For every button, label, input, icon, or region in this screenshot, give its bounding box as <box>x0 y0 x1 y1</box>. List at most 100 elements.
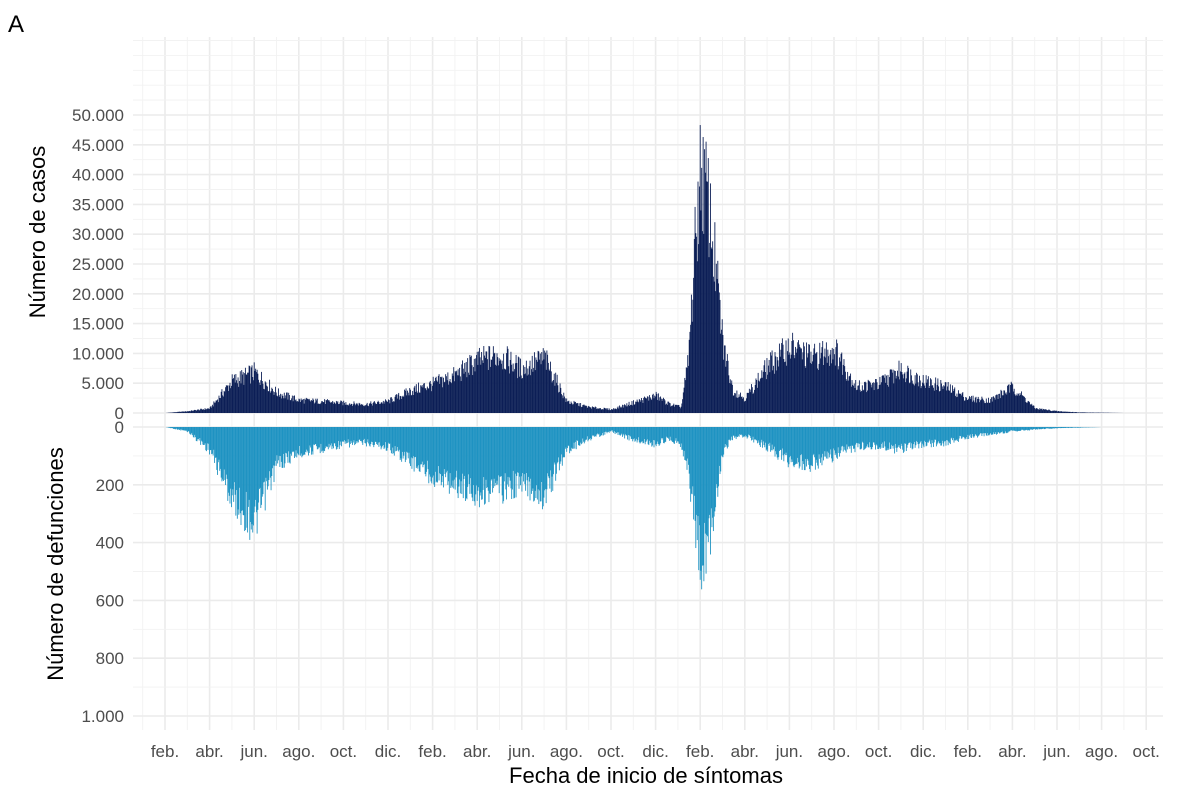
deaths-bar <box>577 427 579 441</box>
deaths-bar <box>966 427 967 438</box>
cases-bar <box>183 411 185 413</box>
deaths-bar <box>196 427 198 442</box>
deaths-bar <box>575 427 576 442</box>
deaths-bar <box>217 427 219 463</box>
cases-bar <box>870 384 872 413</box>
deaths-bar <box>690 427 692 494</box>
cases-bar <box>200 408 202 413</box>
deaths-bar <box>371 427 373 443</box>
top-panel-grid <box>133 37 1163 425</box>
deaths-bar <box>229 427 231 504</box>
cases-bar <box>274 392 276 413</box>
cases-bar <box>434 381 436 413</box>
deaths-bar <box>436 427 438 482</box>
cases-bar <box>676 404 678 413</box>
cases-bar <box>176 412 178 413</box>
deaths-bar <box>309 427 311 446</box>
cases-bar <box>192 410 194 413</box>
deaths-bar <box>174 427 176 430</box>
cases-bar <box>199 409 201 413</box>
deaths-bar <box>771 427 773 445</box>
cases-bar <box>1000 389 1002 413</box>
cases-bar <box>974 402 975 413</box>
deaths-bar <box>943 427 945 447</box>
cases-bar <box>986 402 988 413</box>
cases-bar <box>934 383 936 413</box>
cases-bar <box>553 380 554 413</box>
deaths-bar <box>247 427 249 507</box>
x-tick-label: feb. <box>418 742 446 761</box>
cases-bar <box>193 410 195 413</box>
cases-bar <box>803 342 805 413</box>
cases-bar <box>487 359 488 413</box>
cases-bar <box>187 411 189 413</box>
deaths-bar <box>272 427 273 469</box>
cases-bar <box>356 402 358 413</box>
cases-bar <box>236 383 238 413</box>
cases-bar <box>608 410 609 413</box>
cases-bar <box>472 375 474 413</box>
cases-bar <box>1056 410 1058 413</box>
deaths-bar <box>616 427 618 433</box>
deaths-bar <box>695 427 697 549</box>
cases-bar <box>1052 410 1054 413</box>
deaths-bar <box>1059 427 1061 428</box>
deaths-bar <box>896 427 898 452</box>
cases-bar <box>526 375 528 413</box>
cases-bar <box>602 409 604 413</box>
deaths-bar <box>708 427 710 519</box>
deaths-bar <box>488 427 490 503</box>
deaths-bar <box>907 427 909 445</box>
cases-bar <box>573 400 575 413</box>
cases-bar <box>789 358 791 413</box>
deaths-bar <box>244 427 246 532</box>
deaths-bar <box>551 427 553 477</box>
cases-bar <box>593 407 595 413</box>
cases-bar <box>687 355 689 413</box>
cases-bar <box>1024 397 1026 413</box>
deaths-bar <box>242 427 244 516</box>
deaths-bar <box>454 427 456 490</box>
deaths-bar <box>988 427 990 436</box>
deaths-bar <box>960 427 962 439</box>
deaths-bar <box>623 427 625 436</box>
deaths-bar <box>233 427 235 502</box>
cases-bar <box>944 382 946 413</box>
cases-bar <box>247 372 249 413</box>
cases-bar <box>454 381 455 413</box>
cases-bar <box>1057 411 1059 413</box>
cases-bar <box>627 404 629 413</box>
cases-bar <box>997 399 999 413</box>
cases-bar <box>967 399 969 413</box>
deaths-bar <box>998 427 1000 433</box>
cases-bar <box>518 357 520 413</box>
deaths-bar <box>996 427 998 435</box>
deaths-bar <box>360 427 362 441</box>
deaths-bar <box>418 427 420 472</box>
cases-bar <box>791 340 793 413</box>
deaths-bar <box>812 427 814 456</box>
cases-bar <box>347 404 349 413</box>
deaths-bar <box>845 427 847 453</box>
deaths-bar <box>1011 427 1013 431</box>
deaths-bar <box>959 427 961 436</box>
deaths-bar <box>800 427 802 455</box>
cases-bar <box>269 392 271 413</box>
deaths-bar <box>521 427 523 492</box>
deaths-bar <box>889 427 890 443</box>
top-y-tick-label: 10.000 <box>72 344 124 363</box>
deaths-bar <box>445 427 447 473</box>
cases-bar <box>570 401 572 413</box>
cases-bar <box>510 351 512 413</box>
deaths-bar <box>574 427 576 449</box>
deaths-bar <box>778 427 780 458</box>
deaths-bar <box>536 427 538 486</box>
deaths-bar <box>649 427 651 441</box>
cases-bar <box>660 396 662 413</box>
deaths-bar <box>444 427 446 474</box>
cases-bar <box>196 410 198 413</box>
cases-bar <box>707 158 709 413</box>
cases-bar <box>453 367 455 413</box>
cases-bar <box>456 375 458 413</box>
deaths-bar <box>227 427 229 501</box>
